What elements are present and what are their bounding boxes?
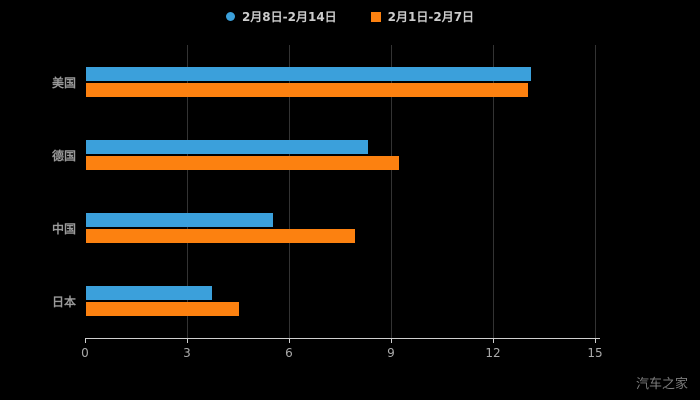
gridline [391,45,392,338]
bar-series-2-德国[interactable] [86,155,399,170]
x-axis-tick [391,338,392,343]
x-axis-line [85,338,600,339]
x-tick-label: 15 [587,346,603,360]
category-label: 中国 [51,222,76,237]
bar-series-1-中国[interactable] [86,213,273,228]
bar-series-1-美国[interactable] [86,66,531,81]
bar-series-1-日本[interactable] [86,286,212,301]
legend: 2月8日-2月14日 2月1日-2月7日 [0,8,700,25]
bar-series-1-德国[interactable] [86,139,368,154]
watermark: 汽车之家 [635,377,688,392]
x-tick-label: 12 [485,346,501,360]
x-tick-label: 3 [183,346,191,360]
gridline [595,45,596,338]
gridline [289,45,290,338]
legend-item-feb1-feb7[interactable]: 2月1日-2月7日 [370,8,475,25]
legend-square-marker-icon [370,11,381,22]
legend-circle-marker-icon [225,12,235,21]
legend-item-feb8-feb14[interactable]: 2月8日-2月14日 [225,8,337,25]
legend-label-feb8-feb14: 2月8日-2月14日 [241,10,337,24]
x-axis-tick [493,338,494,343]
x-tick-label: 9 [387,346,395,360]
category-label: 德国 [51,148,76,163]
x-tick-label: 6 [285,346,293,360]
gridline [187,45,188,338]
bar-series-2-日本[interactable] [86,302,239,317]
category-label: 美国 [51,75,76,90]
gridline [493,45,494,338]
bar-series-2-中国[interactable] [86,229,355,244]
category-label: 日本 [51,295,76,310]
bar-series-2-美国[interactable] [86,82,528,97]
x-axis-tick [85,338,86,343]
x-axis-tick [595,338,596,343]
x-axis-tick [187,338,188,343]
legend-label-feb1-feb7: 2月1日-2月7日 [387,10,475,24]
x-tick-label: 0 [81,346,89,360]
x-axis-tick [289,338,290,343]
